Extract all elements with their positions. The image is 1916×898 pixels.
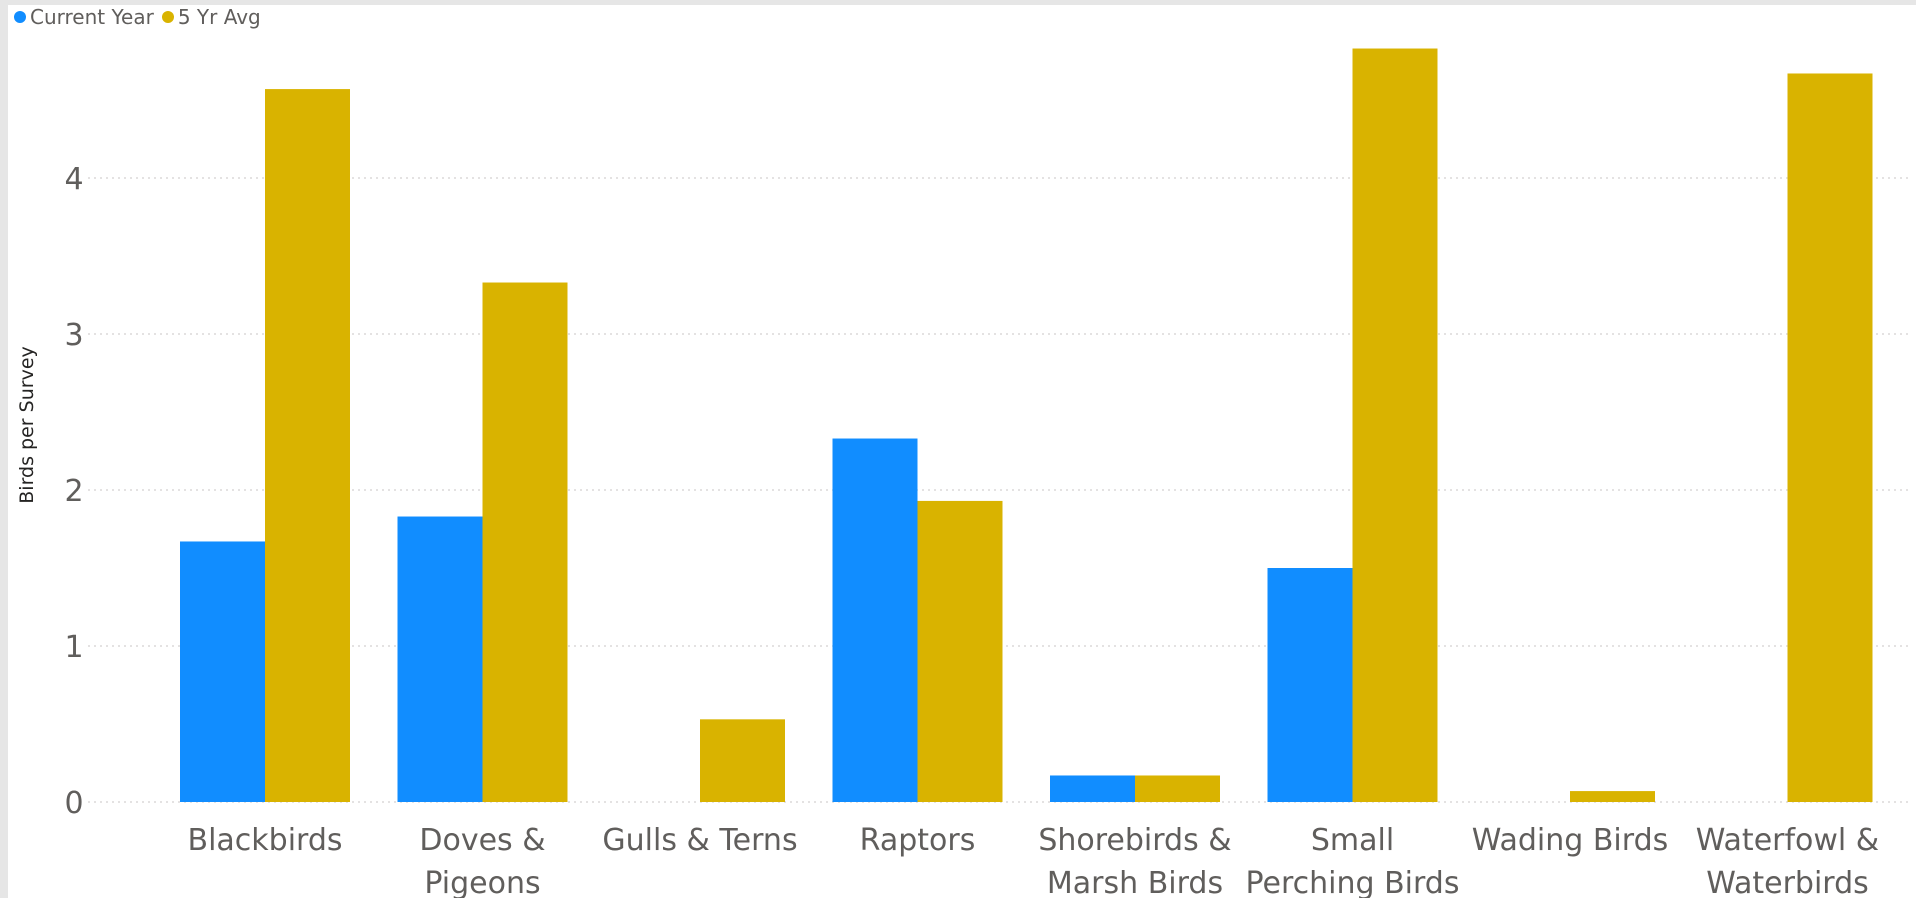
x-tick-label: Blackbirds bbox=[187, 823, 342, 858]
bar-current-year[interactable] bbox=[397, 516, 483, 802]
legend-dot-5-yr-avg bbox=[161, 11, 174, 23]
y-tick-label: 2 bbox=[64, 474, 83, 509]
legend: Current Year 5 Yr Avg bbox=[14, 5, 261, 29]
x-axis-ticks: Blackbirds Doves & Pigeons Gulls & Terns Rap… bbox=[187, 823, 1879, 898]
y-tick-label: 3 bbox=[64, 318, 83, 353]
legend-dot-current-year bbox=[14, 11, 26, 23]
bar-5-yr-avg[interactable] bbox=[1135, 775, 1220, 802]
y-axis-ticks: 0 1 2 3 4 bbox=[64, 162, 83, 821]
x-tick-label: Doves & Pigeons bbox=[419, 823, 545, 898]
bar-5-yr-avg[interactable] bbox=[482, 282, 568, 802]
bar-5-yr-avg[interactable] bbox=[700, 719, 785, 802]
bar-5-yr-avg[interactable] bbox=[917, 500, 1003, 802]
bar-5-yr-avg[interactable] bbox=[1352, 48, 1438, 802]
bar-current-year[interactable] bbox=[832, 438, 918, 802]
x-tick-label: Waterfowl & Waterbirds bbox=[1696, 823, 1879, 898]
bars bbox=[180, 48, 1873, 803]
x-tick-label: Shorebirds & Marsh Birds bbox=[1038, 823, 1231, 898]
legend-item-5-yr-avg[interactable]: 5 Yr Avg bbox=[161, 5, 261, 29]
y-axis-title: Birds per Survey bbox=[16, 346, 38, 503]
x-tick-label: Small Perching Birds bbox=[1246, 823, 1460, 898]
x-tick-label: Raptors bbox=[860, 823, 976, 858]
bar-current-year[interactable] bbox=[180, 541, 265, 802]
legend-label-current-year: Current Year bbox=[30, 5, 154, 29]
bar-5-yr-avg[interactable] bbox=[1570, 791, 1655, 802]
y-tick-label: 4 bbox=[64, 162, 83, 197]
bar-current-year[interactable] bbox=[1267, 568, 1353, 802]
bar-current-year[interactable] bbox=[1050, 775, 1135, 802]
x-tick-label: Gulls & Terns bbox=[602, 823, 797, 858]
bar-5-yr-avg[interactable] bbox=[1787, 73, 1873, 803]
legend-item-current-year[interactable]: Current Year bbox=[14, 5, 154, 29]
legend-label-5-yr-avg: 5 Yr Avg bbox=[177, 5, 261, 29]
y-tick-label: 0 bbox=[64, 786, 83, 821]
bar-5-yr-avg[interactable] bbox=[265, 89, 350, 802]
y-tick-label: 1 bbox=[64, 630, 83, 665]
x-tick-label: Wading Birds bbox=[1472, 823, 1669, 858]
